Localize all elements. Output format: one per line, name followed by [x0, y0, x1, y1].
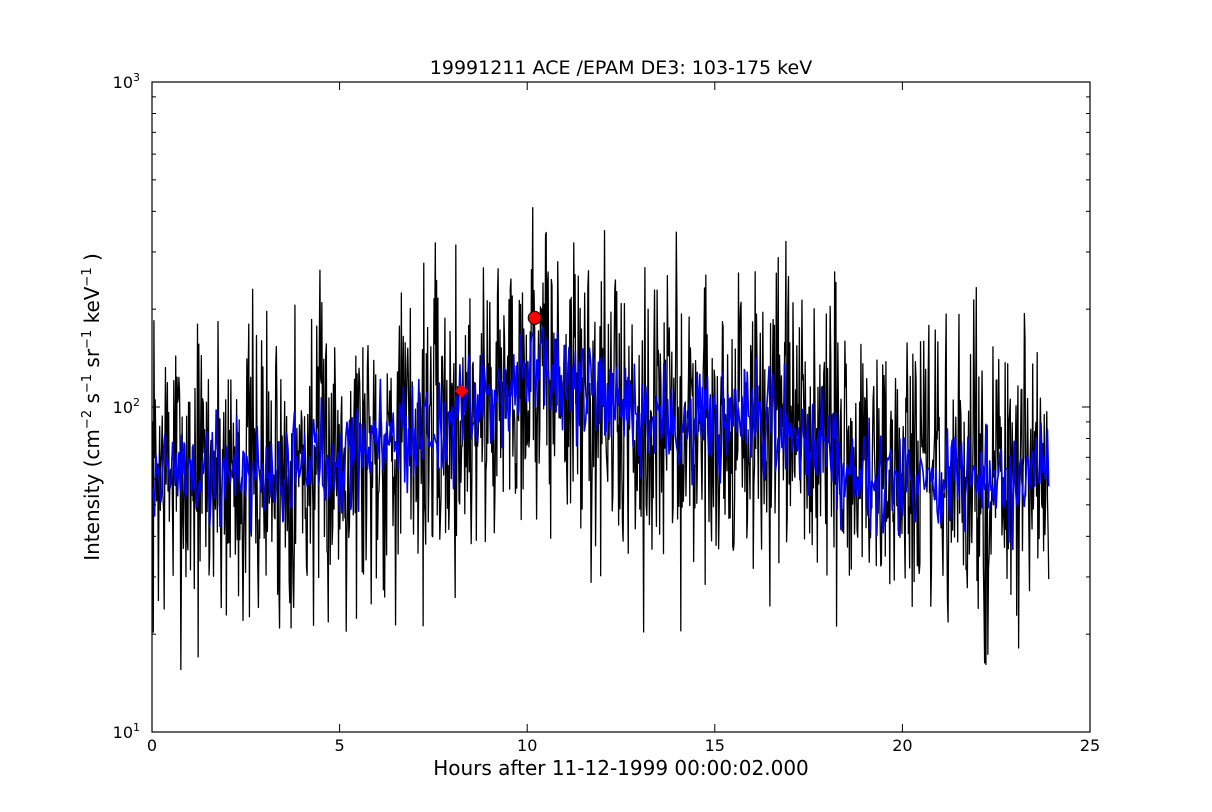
x-tick-label-3: 15 — [705, 736, 725, 755]
y-tick-label-1: 102 — [113, 396, 140, 417]
y-axis: 101 102 103 — [113, 71, 1090, 742]
x-tick-label-0: 0 — [147, 736, 157, 755]
x-tick-label-4: 20 — [892, 736, 912, 755]
y-axis-label: Intensity (cm−2 s−1 sr−1 keV−1 ) — [80, 253, 104, 561]
x-tick-label-5: 25 — [1080, 736, 1100, 755]
x-axis-label: Hours after 11-12-1999 00:00:02.000 — [433, 756, 809, 780]
x-tick-label-1: 5 — [335, 736, 345, 755]
series-line-1 — [152, 326, 1050, 551]
y-tick-label-0: 101 — [113, 721, 140, 742]
x-tick-label-2: 10 — [517, 736, 537, 755]
marker-point-0 — [454, 384, 469, 398]
marker-point-1 — [527, 310, 542, 325]
chart-title: 19991211 ACE /EPAM DE3: 103-175 keV — [430, 57, 812, 79]
series-line-0 — [152, 207, 1050, 671]
plot-area — [151, 81, 1091, 733]
x-axis: 0 5 10 15 20 25 — [147, 82, 1100, 755]
y-tick-label-2: 103 — [113, 71, 140, 92]
